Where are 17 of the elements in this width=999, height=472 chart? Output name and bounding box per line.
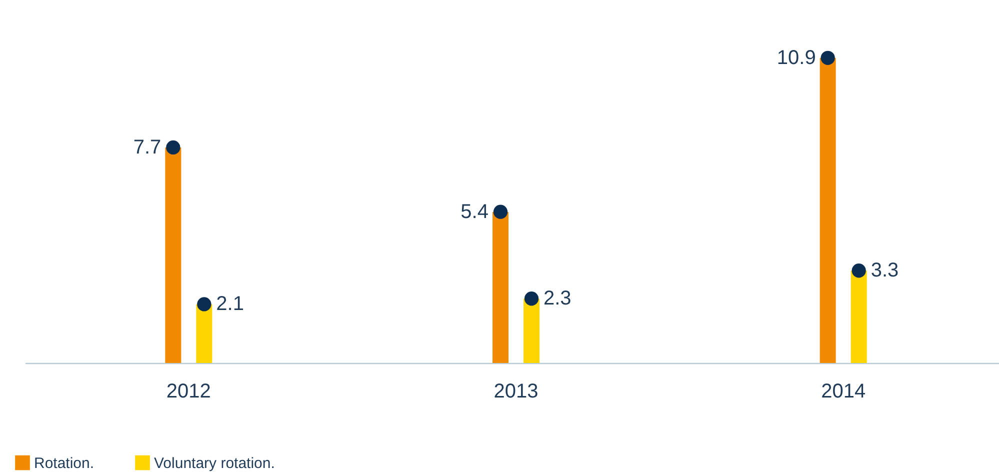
data-label: 2.1 bbox=[216, 293, 244, 316]
legend-label: Rotation. bbox=[34, 454, 94, 472]
data-label: 5.4 bbox=[460, 200, 488, 223]
data-label: 10.9 bbox=[776, 46, 816, 69]
bar bbox=[196, 304, 212, 363]
x-tick-label: 2014 bbox=[821, 380, 866, 402]
bar bbox=[820, 58, 836, 363]
data-label: 3.3 bbox=[870, 260, 899, 282]
bar bbox=[850, 270, 867, 363]
data-label: 2.3 bbox=[544, 288, 572, 310]
x-tick-label: 2013 bbox=[494, 380, 538, 402]
bar bbox=[165, 147, 182, 363]
bar bbox=[492, 212, 508, 363]
bar bbox=[524, 298, 540, 363]
legend-label: Voluntary rotation. bbox=[154, 454, 275, 472]
x-tick-label: 2012 bbox=[166, 380, 211, 402]
data-label: 7.7 bbox=[133, 136, 162, 158]
